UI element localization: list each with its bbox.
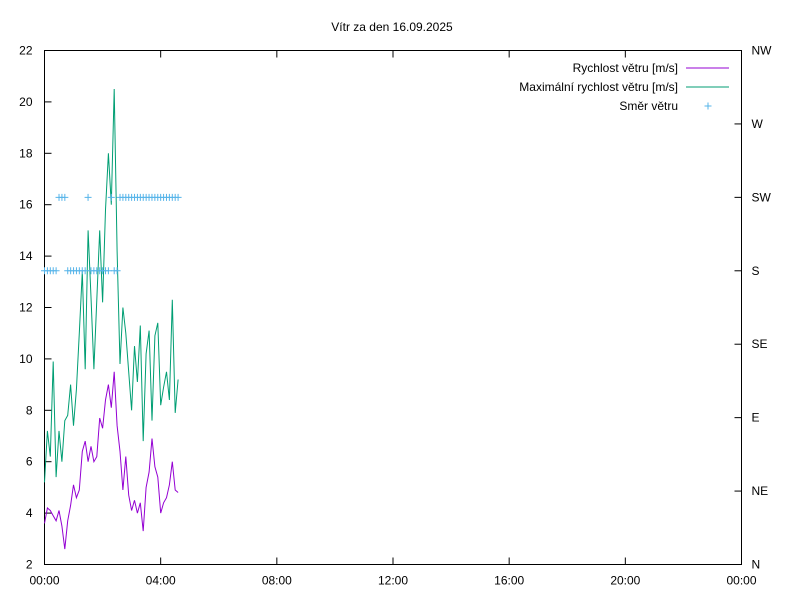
x-tick-label: 00:00 xyxy=(29,574,59,588)
y-right-tick-label: NW xyxy=(752,44,773,58)
y-left-tick-label: 12 xyxy=(19,301,33,315)
y-right-tick-label: W xyxy=(752,117,764,131)
x-tick-label: 04:00 xyxy=(146,574,176,588)
y-right-axis: N NE E SE S SW W NW xyxy=(734,44,773,572)
x-tick-label: 12:00 xyxy=(378,574,408,588)
y-right-tick-label: N xyxy=(752,558,761,572)
x-tick-label: 08:00 xyxy=(262,574,292,588)
wind-direction-point xyxy=(84,193,92,201)
chart-title: Vítr za den 16.09.2025 xyxy=(331,20,453,34)
series-layer xyxy=(41,88,182,550)
legend-label: Rychlost větru [m/s] xyxy=(573,61,678,75)
legend-swatch xyxy=(704,102,712,110)
x-tick-label: 16:00 xyxy=(494,574,524,588)
y-left-tick-label: 4 xyxy=(26,506,33,520)
wind-direction-point xyxy=(61,193,69,201)
y-left-tick-label: 2 xyxy=(26,558,33,572)
y-right-tick-label: S xyxy=(752,264,760,278)
y-left-axis: 2 4 6 8 10 12 14 16 18 20 22 xyxy=(19,44,52,572)
legend: Rychlost větru [m/s] Maximální rychlost v… xyxy=(519,61,729,113)
wind-direction-point xyxy=(113,267,121,275)
x-tick-label: 20:00 xyxy=(610,574,640,588)
y-left-tick-label: 6 xyxy=(26,455,33,469)
y-right-tick-label: E xyxy=(752,411,760,425)
wind-direction-point xyxy=(52,267,60,275)
y-left-tick-label: 18 xyxy=(19,146,33,160)
y-left-tick-label: 14 xyxy=(19,249,33,263)
legend-label: Směr větru xyxy=(619,99,678,113)
y-left-tick-label: 10 xyxy=(19,352,33,366)
wind-direction-points xyxy=(41,193,182,275)
y-left-tick-label: 22 xyxy=(19,44,33,58)
y-left-tick-label: 20 xyxy=(19,95,33,109)
y-left-tick-label: 8 xyxy=(26,403,33,417)
x-axis: 00:00 04:00 08:00 12:00 16:00 20:00 00:00 xyxy=(29,50,757,588)
y-right-tick-label: SE xyxy=(752,337,768,351)
wind-direction-point xyxy=(174,193,182,201)
y-right-tick-label: NE xyxy=(752,484,769,498)
wind-speed-line xyxy=(44,371,179,550)
y-right-tick-label: SW xyxy=(752,190,772,204)
wind-direction-point xyxy=(107,193,115,201)
legend-label: Maximální rychlost větru [m/s] xyxy=(519,80,678,94)
y-left-tick-label: 16 xyxy=(19,198,33,212)
wind-gust-line xyxy=(44,88,179,483)
plot-frame xyxy=(44,50,742,565)
x-tick-label: 00:00 xyxy=(726,574,756,588)
